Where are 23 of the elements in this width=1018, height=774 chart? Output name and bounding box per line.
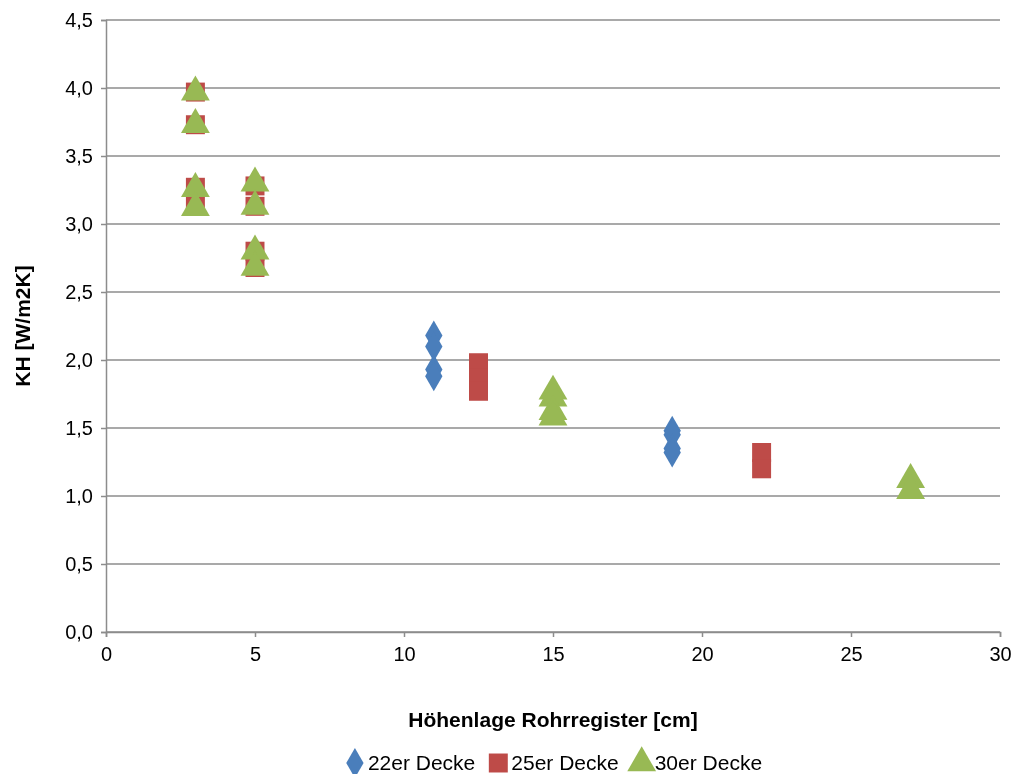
- y-tick-label: 4,5: [65, 8, 93, 31]
- y-tick-label: 3,5: [65, 144, 93, 167]
- legend-label: 22er Decke: [367, 751, 476, 774]
- y-tick-label: 2,0: [65, 348, 93, 371]
- y-tick-label: 1,0: [65, 484, 93, 507]
- x-tick-label: 25: [840, 643, 863, 666]
- y-tick-label: 1,5: [65, 416, 93, 439]
- x-axis-title: Höhenlage Rohrregister [cm]: [408, 708, 698, 731]
- x-tick-label: 0: [100, 643, 113, 666]
- x-tick-label: 5: [249, 643, 262, 666]
- y-tick-label: 4,0: [65, 76, 93, 99]
- y-axis-title: KH [W/m2K]: [11, 265, 34, 387]
- y-tick-label: 2,5: [65, 280, 93, 303]
- legend-label: 30er Decke: [654, 751, 763, 774]
- point: [752, 459, 772, 479]
- x-tick-label: 10: [393, 643, 416, 666]
- legend-label: 25er Decke: [511, 751, 619, 774]
- x-tick-label: 15: [542, 643, 565, 666]
- y-tick-label: 0,0: [65, 620, 93, 643]
- y-tick-label: 3,0: [65, 212, 93, 235]
- y-tick-label: 0,5: [65, 552, 93, 575]
- x-tick-label: 30: [989, 643, 1012, 666]
- x-tick-label: 20: [691, 643, 714, 666]
